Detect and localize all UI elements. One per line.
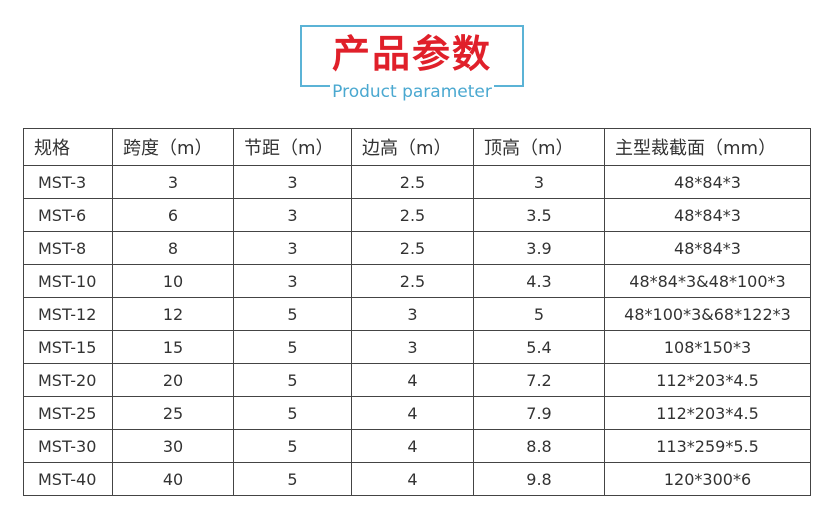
table-row: MST-25 25 5 4 7.9 112*203*4.5	[23, 396, 811, 430]
table-cell: 5	[233, 330, 352, 364]
table-cell: 5	[233, 297, 352, 331]
table-cell: 5	[233, 429, 352, 463]
table-cell: 5	[473, 297, 605, 331]
column-header: 边高（m）	[351, 128, 474, 166]
table-cell: MST-30	[23, 429, 113, 463]
table-cell: 2.5	[351, 198, 474, 232]
table-cell: 48*84*3&48*100*3	[604, 264, 811, 298]
table-cell: 4	[351, 363, 474, 397]
table-cell: 3	[473, 165, 605, 199]
table-row: MST-20 20 5 4 7.2 112*203*4.5	[23, 363, 811, 397]
table-cell: 113*259*5.5	[604, 429, 811, 463]
table-cell: MST-20	[23, 363, 113, 397]
table-cell: 48*100*3&68*122*3	[604, 297, 811, 331]
table-row: MST-12 12 5 3 5 48*100*3&68*122*3	[23, 297, 811, 331]
table-row: MST-3 3 3 2.5 3 48*84*3	[23, 165, 811, 199]
table-cell: 25	[112, 396, 234, 430]
table-cell: 8	[112, 231, 234, 265]
table-cell: MST-10	[23, 264, 113, 298]
table-cell: 3	[233, 264, 352, 298]
table-cell: 5	[233, 462, 352, 496]
table-cell: MST-3	[23, 165, 113, 199]
table-cell: 112*203*4.5	[604, 363, 811, 397]
table-cell: 7.9	[473, 396, 605, 430]
table-cell: 40	[112, 462, 234, 496]
table-cell: 48*84*3	[604, 231, 811, 265]
table-cell: 12	[112, 297, 234, 331]
table-cell: 3	[233, 198, 352, 232]
table-cell: MST-6	[23, 198, 113, 232]
table-cell: 3.5	[473, 198, 605, 232]
table-cell: 30	[112, 429, 234, 463]
table-cell: MST-25	[23, 396, 113, 430]
table-header-row: 规格 跨度（m） 节距（m） 边高（m） 顶高（m） 主型裁截面（mm）	[23, 128, 811, 166]
table-cell: 6	[112, 198, 234, 232]
table-cell: 4	[351, 396, 474, 430]
table-cell: 2.5	[351, 231, 474, 265]
table-cell: 5.4	[473, 330, 605, 364]
table-cell: MST-15	[23, 330, 113, 364]
table-row: MST-10 10 3 2.5 4.3 48*84*3&48*100*3	[23, 264, 811, 298]
table-cell: 5	[233, 363, 352, 397]
column-header: 顶高（m）	[473, 128, 605, 166]
page-subtitle: Product parameter	[330, 82, 494, 102]
table-cell: 108*150*3	[604, 330, 811, 364]
table-row: MST-6 6 3 2.5 3.5 48*84*3	[23, 198, 811, 232]
table-cell: 4	[351, 462, 474, 496]
table-cell: MST-8	[23, 231, 113, 265]
table-cell: MST-40	[23, 462, 113, 496]
table-cell: 8.8	[473, 429, 605, 463]
table-cell: 112*203*4.5	[604, 396, 811, 430]
table-cell: 48*84*3	[604, 165, 811, 199]
page-title: 产品参数	[331, 32, 492, 76]
column-header: 节距（m）	[233, 128, 352, 166]
table-cell: 3	[351, 330, 474, 364]
table-cell: MST-12	[23, 297, 113, 331]
table-cell: 7.2	[473, 363, 605, 397]
table-cell: 48*84*3	[604, 198, 811, 232]
table-row: MST-15 15 5 3 5.4 108*150*3	[23, 330, 811, 364]
table-cell: 15	[112, 330, 234, 364]
table-cell: 10	[112, 264, 234, 298]
table-cell: 4	[351, 429, 474, 463]
table-cell: 9.8	[473, 462, 605, 496]
column-header: 跨度（m）	[112, 128, 234, 166]
table-cell: 5	[233, 396, 352, 430]
parameter-table: 规格 跨度（m） 节距（m） 边高（m） 顶高（m） 主型裁截面（mm） MST-3 3 3 2…	[23, 128, 811, 496]
table-cell: 3	[233, 165, 352, 199]
table-cell: 3.9	[473, 231, 605, 265]
table-row: MST-8 8 3 2.5 3.9 48*84*3	[23, 231, 811, 265]
table-row: MST-30 30 5 4 8.8 113*259*5.5	[23, 429, 811, 463]
column-header: 主型裁截面（mm）	[604, 128, 811, 166]
table-cell: 3	[233, 231, 352, 265]
table-cell: 120*300*6	[604, 462, 811, 496]
table-cell: 3	[112, 165, 234, 199]
table-cell: 20	[112, 363, 234, 397]
table-cell: 2.5	[351, 165, 474, 199]
table-row: MST-40 40 5 4 9.8 120*300*6	[23, 462, 811, 496]
column-header: 规格	[23, 128, 113, 166]
table-cell: 3	[351, 297, 474, 331]
table-cell: 2.5	[351, 264, 474, 298]
table-cell: 4.3	[473, 264, 605, 298]
